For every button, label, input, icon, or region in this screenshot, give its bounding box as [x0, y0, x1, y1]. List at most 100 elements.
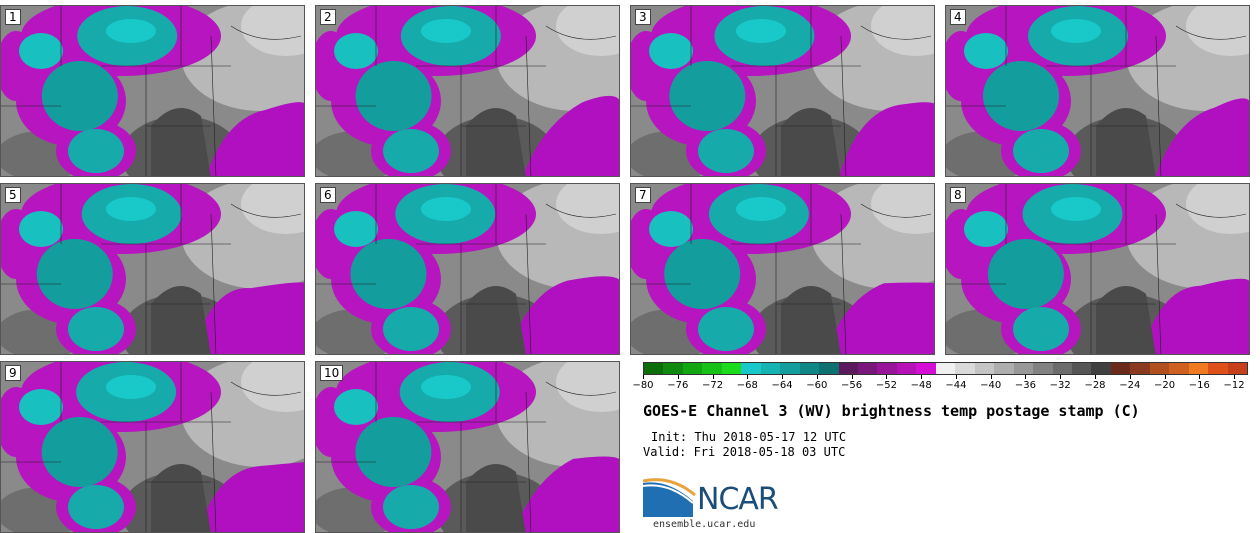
- wv-imagery: [1, 362, 304, 532]
- colorbar-tick-label: −28: [1084, 380, 1106, 391]
- colorbar-tick: [677, 375, 679, 379]
- colorbar-tick-label: −36: [1014, 380, 1037, 391]
- colorbar-segment: [1149, 363, 1170, 374]
- wv-imagery: [631, 6, 934, 176]
- colorbar-tick-label: −72: [701, 380, 724, 391]
- colorbar-tick: [990, 375, 992, 379]
- wv-imagery: [316, 6, 619, 176]
- colorbar-tick: [1234, 375, 1236, 379]
- colorbar-tick-label: −60: [806, 380, 828, 391]
- colorbar-segment: [1071, 363, 1092, 374]
- colorbar-segment: [935, 363, 956, 374]
- panel-number-label: 6: [320, 187, 336, 203]
- colorbar-tick-label: −80: [632, 380, 654, 391]
- colorbar-segment: [663, 363, 683, 374]
- colorbar-segment: [644, 363, 664, 374]
- postage-stamp-panel-10: 10: [315, 361, 620, 533]
- colorbar-tick-label: −16: [1188, 380, 1210, 391]
- colorbar-tick: [886, 375, 888, 379]
- postage-stamp-panel-2: 2: [315, 5, 620, 177]
- colorbar-segment: [955, 363, 975, 374]
- colorbar-tick-label: −44: [945, 380, 967, 391]
- init-time: Init: Thu 2018-05-17 12 UTC: [651, 430, 847, 444]
- panel-number-label: 1: [5, 9, 21, 25]
- postage-stamp-panel-5: 5: [0, 183, 305, 355]
- panel-number-label: 7: [635, 187, 651, 203]
- colorbar-tick: [1095, 375, 1096, 379]
- colorbar-segment: [780, 363, 800, 374]
- colorbar-tick: [747, 375, 749, 379]
- colorbar-tick: [816, 375, 818, 379]
- colorbar-tick: [643, 375, 644, 379]
- colorbar-segment: [1227, 363, 1248, 374]
- colorbar-segment: [1130, 363, 1150, 374]
- wv-imagery: [946, 184, 1249, 354]
- colorbar-segment: [1110, 363, 1131, 374]
- colorbar-segment: [916, 363, 936, 374]
- postage-stamp-panel-1: 1: [0, 5, 305, 177]
- postage-stamp-panel-6: 6: [315, 183, 620, 355]
- colorbar-segment: [682, 363, 703, 374]
- wv-imagery: [1, 184, 304, 354]
- colorbar-segment: [994, 363, 1014, 374]
- colorbar-tick: [851, 375, 853, 379]
- colorbar-segment: [702, 363, 722, 374]
- colorbar-tick-label: −20: [1153, 380, 1176, 391]
- colorbar-segment: [819, 363, 839, 374]
- colorbar-segment: [857, 363, 878, 374]
- colorbar-tick: [1164, 375, 1166, 379]
- colorbar-tick-label: −56: [841, 380, 863, 391]
- postage-stamp-panel-8: 8: [945, 183, 1250, 355]
- colorbar-ticks: −80 −76 −72 −68 −64 −60 −56 −52 −48 −44 −40 −36 −32 −…: [632, 375, 1248, 395]
- site-url: ensemble.ucar.edu: [653, 519, 756, 530]
- colorbar-tick-label: −12: [1223, 380, 1245, 391]
- colorbar-tick: [1060, 375, 1062, 379]
- colorbar-segment: [721, 363, 742, 374]
- ncar-logo-text: NCAR: [697, 482, 779, 517]
- valid-time: Valid: Fri 2018-05-18 03 UTC: [643, 445, 846, 459]
- panel-number-label: 3: [635, 9, 651, 25]
- colorbar-tick-label: −48: [910, 380, 932, 391]
- panel-number-label: 2: [320, 9, 336, 25]
- colorbar-tick: [1199, 375, 1201, 379]
- postage-stamp-panel-3: 3: [630, 5, 935, 177]
- colorbar-segment: [1091, 363, 1111, 374]
- colorbar-tick-label: −64: [771, 380, 793, 391]
- colorbar-tick-label: −68: [736, 380, 758, 391]
- colorbar-tick: [782, 375, 784, 379]
- postage-stamp-panel-9: 9: [0, 361, 305, 533]
- figure-title: GOES-E Channel 3 (WV) brightness temp po…: [643, 402, 1140, 420]
- colorbar-segment: [974, 363, 995, 374]
- colorbar-tick-label: −24: [1119, 380, 1141, 391]
- wv-imagery: [946, 6, 1249, 176]
- colorbar-segment: [799, 363, 820, 374]
- colorbar-tick-label: −32: [1049, 380, 1071, 391]
- colorbar-segment: [1208, 363, 1228, 374]
- colorbar-tick: [1025, 375, 1027, 379]
- colorbar-segment: [838, 363, 858, 374]
- panel-number-label: 9: [5, 365, 21, 381]
- colorbar-segment: [1052, 363, 1072, 374]
- colorbar-tick: [712, 375, 714, 379]
- ncar-logo-icon: [643, 478, 696, 517]
- colorbar-tick-label: −40: [980, 380, 1002, 391]
- wv-imagery: [1, 6, 304, 176]
- wv-imagery: [316, 362, 619, 532]
- panel-number-label: 8: [950, 187, 966, 203]
- postage-stamp-panel-4: 4: [945, 5, 1250, 177]
- colorbar-tick: [1129, 375, 1131, 379]
- colorbar-tick-label: −52: [875, 380, 897, 391]
- colorbar-segment: [896, 363, 917, 374]
- colorbar-tick: [921, 375, 923, 379]
- colorbar-segment: [741, 363, 761, 374]
- colorbar-segment: [1169, 363, 1189, 374]
- colorbar-tick-label: −76: [667, 380, 689, 391]
- wv-imagery: [631, 184, 934, 354]
- colorbar-segment: [1033, 363, 1053, 374]
- colorbar: [643, 362, 1248, 375]
- colorbar-segment: [1013, 363, 1034, 374]
- panel-number-label: 5: [5, 187, 21, 203]
- colorbar-segment: [877, 363, 897, 374]
- colorbar-segment: [760, 363, 781, 374]
- wv-imagery: [316, 184, 619, 354]
